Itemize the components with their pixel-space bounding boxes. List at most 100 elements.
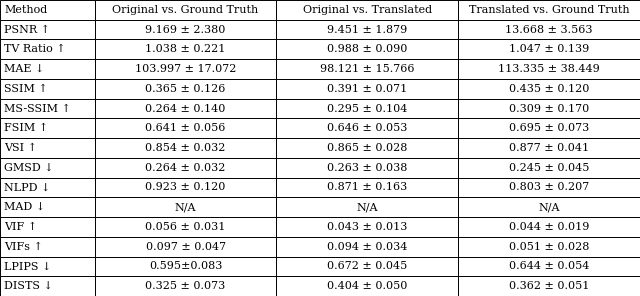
Bar	[276, 79, 458, 99]
Bar	[458, 276, 640, 296]
Bar	[0, 99, 95, 118]
Text: 0.365 ± 0.126: 0.365 ± 0.126	[145, 84, 226, 94]
Text: 0.854 ± 0.032: 0.854 ± 0.032	[145, 143, 226, 153]
Text: 0.695 ± 0.073: 0.695 ± 0.073	[509, 123, 589, 133]
Bar	[458, 118, 640, 138]
Text: PSNR ↑: PSNR ↑	[4, 25, 51, 35]
Bar	[0, 20, 95, 39]
Text: GMSD ↓: GMSD ↓	[4, 163, 54, 173]
Text: 0.325 ± 0.073: 0.325 ± 0.073	[145, 281, 226, 291]
Bar	[95, 178, 276, 197]
Bar	[95, 257, 276, 276]
Text: 9.451 ± 1.879: 9.451 ± 1.879	[327, 25, 408, 35]
Bar	[276, 197, 458, 217]
Bar	[458, 59, 640, 79]
Bar	[95, 0, 276, 20]
Bar	[95, 276, 276, 296]
Text: 0.672 ± 0.045: 0.672 ± 0.045	[327, 261, 408, 271]
Text: 0.245 ± 0.045: 0.245 ± 0.045	[509, 163, 589, 173]
Text: 0.877 ± 0.041: 0.877 ± 0.041	[509, 143, 589, 153]
Bar	[276, 276, 458, 296]
Text: 0.871 ± 0.163: 0.871 ± 0.163	[327, 182, 408, 192]
Text: 0.644 ± 0.054: 0.644 ± 0.054	[509, 261, 589, 271]
Bar	[95, 138, 276, 158]
Text: 0.988 ± 0.090: 0.988 ± 0.090	[327, 44, 408, 54]
Text: Original vs. Ground Truth: Original vs. Ground Truth	[113, 5, 259, 15]
Text: 98.121 ± 15.766: 98.121 ± 15.766	[320, 64, 415, 74]
Text: 0.044 ± 0.019: 0.044 ± 0.019	[509, 222, 589, 232]
Text: VSI ↑: VSI ↑	[4, 143, 38, 153]
Bar	[95, 118, 276, 138]
Text: N/A: N/A	[538, 202, 560, 212]
Text: VIFs ↑: VIFs ↑	[4, 242, 44, 252]
Bar	[276, 237, 458, 257]
Bar	[458, 138, 640, 158]
Bar	[0, 118, 95, 138]
Bar	[276, 39, 458, 59]
Text: 113.335 ± 38.449: 113.335 ± 38.449	[499, 64, 600, 74]
Bar	[95, 79, 276, 99]
Bar	[95, 99, 276, 118]
Bar	[0, 257, 95, 276]
Bar	[0, 178, 95, 197]
Bar	[0, 138, 95, 158]
Bar	[458, 79, 640, 99]
Bar	[95, 39, 276, 59]
Bar	[0, 39, 95, 59]
Text: 1.038 ± 0.221: 1.038 ± 0.221	[145, 44, 226, 54]
Text: NLPD ↓: NLPD ↓	[4, 182, 51, 192]
Text: 0.264 ± 0.032: 0.264 ± 0.032	[145, 163, 226, 173]
Text: 0.362 ± 0.051: 0.362 ± 0.051	[509, 281, 589, 291]
Text: N/A: N/A	[356, 202, 378, 212]
Text: MS-SSIM ↑: MS-SSIM ↑	[4, 104, 71, 114]
Text: SSIM ↑: SSIM ↑	[4, 84, 48, 94]
Bar	[0, 79, 95, 99]
Text: MAD ↓: MAD ↓	[4, 202, 45, 212]
Bar	[276, 158, 458, 178]
Text: 0.391 ± 0.071: 0.391 ± 0.071	[327, 84, 408, 94]
Bar	[458, 217, 640, 237]
Text: 0.865 ± 0.028: 0.865 ± 0.028	[327, 143, 408, 153]
Bar	[458, 178, 640, 197]
Text: MAE ↓: MAE ↓	[4, 64, 45, 74]
Bar	[276, 178, 458, 197]
Text: 0.295 ± 0.104: 0.295 ± 0.104	[327, 104, 408, 114]
Bar	[458, 20, 640, 39]
Bar	[0, 197, 95, 217]
Text: 13.668 ± 3.563: 13.668 ± 3.563	[506, 25, 593, 35]
Bar	[95, 197, 276, 217]
Bar	[276, 138, 458, 158]
Bar	[458, 158, 640, 178]
Bar	[276, 257, 458, 276]
Text: N/A: N/A	[175, 202, 196, 212]
Bar	[0, 158, 95, 178]
Bar	[0, 276, 95, 296]
Bar	[458, 39, 640, 59]
Bar	[0, 0, 95, 20]
Bar	[458, 99, 640, 118]
Text: Original vs. Translated: Original vs. Translated	[303, 5, 432, 15]
Text: 1.047 ± 0.139: 1.047 ± 0.139	[509, 44, 589, 54]
Text: 0.094 ± 0.034: 0.094 ± 0.034	[327, 242, 408, 252]
Text: 0.641 ± 0.056: 0.641 ± 0.056	[145, 123, 226, 133]
Bar	[276, 59, 458, 79]
Bar	[458, 257, 640, 276]
Bar	[95, 20, 276, 39]
Text: 0.051 ± 0.028: 0.051 ± 0.028	[509, 242, 589, 252]
Bar	[95, 59, 276, 79]
Text: 0.595±0.083: 0.595±0.083	[149, 261, 222, 271]
Bar	[0, 217, 95, 237]
Text: 0.923 ± 0.120: 0.923 ± 0.120	[145, 182, 226, 192]
Bar	[276, 118, 458, 138]
Text: 9.169 ± 2.380: 9.169 ± 2.380	[145, 25, 226, 35]
Text: 0.056 ± 0.031: 0.056 ± 0.031	[145, 222, 226, 232]
Bar	[276, 20, 458, 39]
Text: 0.264 ± 0.140: 0.264 ± 0.140	[145, 104, 226, 114]
Text: 0.435 ± 0.120: 0.435 ± 0.120	[509, 84, 589, 94]
Bar	[95, 158, 276, 178]
Bar	[276, 0, 458, 20]
Bar	[95, 217, 276, 237]
Bar	[458, 197, 640, 217]
Bar	[95, 237, 276, 257]
Text: Method: Method	[4, 5, 48, 15]
